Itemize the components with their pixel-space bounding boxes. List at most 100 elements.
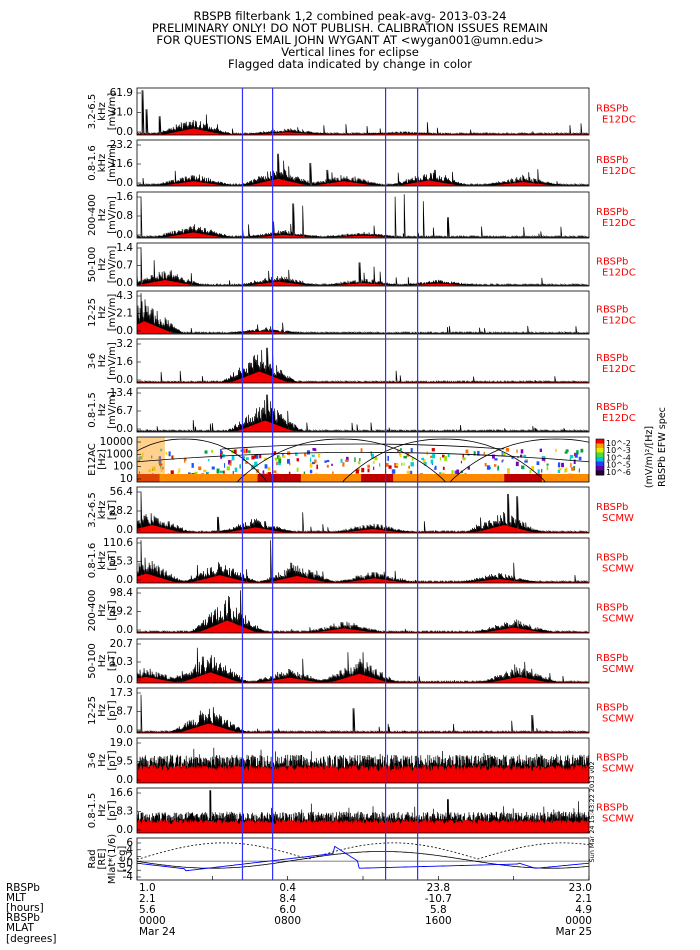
panel-13 [136,687,590,734]
panel-frame [136,537,590,584]
trace-group [137,194,589,238]
y-tick-label: 0 [126,857,133,869]
colorbar-label-2: RBSPb EFW spec [657,407,668,487]
y-axis-label: 200-400 [87,194,98,236]
y-tick-label: 1.6 [116,191,133,203]
y-tick-label: 17.3 [110,687,133,699]
y-axis-label: Rad [87,849,98,868]
peak-trace [137,394,589,432]
y-axis-label: Hz [97,306,108,319]
panel-instrument-label: E12DC [602,413,636,424]
panel-15 [136,787,590,834]
y-axis-label: 3-6 [87,353,98,369]
x-tick-date: Mar 25 [555,926,592,938]
eclipse-note: Vertical lines for eclipse [281,45,419,59]
mlat-value: -10.7 [425,893,452,905]
avg-trace [137,128,589,135]
y-tick-label: 100 [113,461,133,473]
y-tick-label: 3.2 [116,338,133,350]
panel-frame [136,787,590,834]
panel-instrument-label: E12DC [602,115,636,126]
x-tick-time: 0000 [139,915,166,927]
panel-source-label: RBSPb [596,553,628,564]
y-axis-label: E12AC [87,443,98,476]
peak-trace [137,347,589,383]
y-tick-label: 0.0 [116,674,133,686]
panel-frame [136,290,590,335]
y-axis-label: 50-100 [87,247,98,282]
peak-trace [137,590,589,633]
panel-instrument-label: SCMW [602,513,634,524]
y-axis-label: [mV/m] [107,391,118,429]
avg-trace [137,818,589,833]
panel-source-label: RBSPb [596,653,628,664]
panel-source-label: RBSPb [596,753,628,764]
panel-source-label: RBSPb [596,257,628,268]
radius-value: 6.0 [279,904,296,916]
colorbar-label: (mV/m)²/[Hz] [644,426,655,488]
trace-group [137,394,589,432]
panel-frame [136,338,590,384]
y-tick-label: 1000 [106,448,133,460]
y-axis-label: Hz [97,404,108,417]
panel-instrument-label: E12DC [602,218,636,229]
colorbar: 10^-210^-310^-410^-510^-6 (mV/m)²/[Hz] RBS… [595,407,668,488]
y-axis-label: [mV/m] [107,144,118,182]
panel-4 [136,242,590,287]
peak-trace [137,247,589,286]
y-tick-label: 31.0 [110,107,133,119]
y-axis-label: Hz [97,258,108,271]
panel-frame [136,587,590,634]
avg-trace [137,620,589,633]
avg-trace [137,524,589,533]
y-axis-label: [pT] [107,800,118,820]
panel-instrument-label: E12DC [602,316,636,327]
warning-line: PRELIMINARY ONLY! DO NOT PUBLISH. CALIBR… [151,21,549,35]
y-axis-label: [mV/m] [107,196,118,234]
avg-trace [137,573,589,583]
colorbar-tick: 10^-5 [606,461,631,470]
panel-3 [136,191,590,239]
y-tick-label: 49.2 [110,606,133,618]
panel-instrument-label: SCMW [602,814,634,825]
panel-instrument-label: SCMW [602,564,634,575]
panel-7 [136,387,590,433]
chart-title: RBSPB filterbank 1,2 combined peak-avg- … [193,9,507,23]
panel-instrument-label: E12DC [602,364,636,375]
colorbar-tick: 10^-2 [606,439,631,448]
panel-frame [136,837,590,881]
y-tick-label: 0.0 [116,624,133,636]
peak-trace [137,491,589,533]
panel-frame [136,387,590,433]
y-axis-label: 3-6 [87,752,98,768]
panel-6 [136,338,590,384]
radius-value: 4.9 [575,904,592,916]
y-axis-label: [deg] [117,846,128,873]
y-tick-label: -2 [123,864,133,876]
y-tick-label: 98.4 [110,587,134,599]
panel-2 [136,139,590,187]
y-tick-label: -4 [123,871,134,883]
y-axis-label: kHz [97,551,108,570]
ephemeris-row-label: RBSPb [6,882,40,894]
y-tick-label: 0.0 [116,724,133,736]
y-axis-label: 3.2-6.5 [87,94,98,129]
trace-group [137,247,589,286]
y-tick-label: 0.0 [116,229,133,241]
trace-group [137,747,589,783]
y-tick-label: 6 [126,837,133,849]
trace-group [137,790,589,833]
y-axis-label: Hz [97,355,108,368]
panel-frame [136,242,590,287]
y-axis-label: [RE] [97,848,108,869]
trace-group [137,347,589,383]
trace-group [137,491,589,533]
panel-instrument-label: E12DC [602,166,636,177]
panel-9 [136,486,590,534]
y-tick-label: 56.4 [110,486,134,498]
x-tick-time: 0000 [565,915,592,927]
panel-source-label: RBSPb [596,803,628,814]
peak-trace [137,540,589,583]
panel-instrument-label: SCMW [602,614,634,625]
y-axis-label: 12-25 [87,696,98,725]
